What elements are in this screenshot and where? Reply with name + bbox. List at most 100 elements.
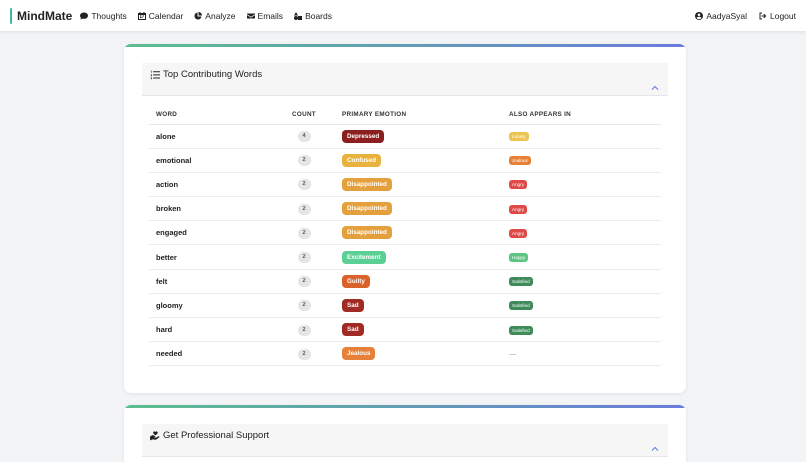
count-cell: 2 [273, 220, 335, 246]
also-emotion-badge: Satisfied [509, 325, 533, 335]
count-cell: 4 [273, 124, 335, 149]
top-navbar: MindMate Thoughts Calendar Analyze Email… [0, 0, 806, 32]
col-count[interactable]: COUNT [273, 106, 335, 125]
table-row: alone 4 Depressed Lonely [149, 124, 661, 149]
word-cell: needed [149, 341, 273, 367]
count-cell: 2 [273, 341, 335, 367]
primary-cell: Guilty [335, 269, 502, 294]
brand-name: MindMate [17, 8, 73, 23]
chevron-up-icon[interactable] [651, 445, 659, 453]
also-emotion-badge: Happy [509, 253, 529, 263]
count-cell: 2 [273, 172, 335, 198]
primary-emotion-badge: Sad [342, 323, 364, 337]
brand-accent-bar [10, 7, 12, 24]
primary-emotion-badge: Disappointed [342, 202, 392, 216]
also-cell: Jealous [502, 148, 661, 173]
primary-cell: Sad [335, 293, 502, 319]
pie-chart-icon [194, 11, 203, 20]
primary-emotion-badge: Jealous [342, 347, 376, 361]
top-words-card: Top Contributing Words WORD COUNT PRIMAR… [124, 44, 686, 393]
card-accent-bar [124, 405, 686, 408]
support-title: Get Professional Support [163, 430, 270, 441]
primary-emotion-badge: Guilty [342, 274, 370, 288]
word-cell: felt [149, 269, 273, 294]
also-cell: Angry [502, 172, 661, 198]
count-pill: 2 [297, 276, 311, 288]
primary-emotion-badge: Sad [342, 298, 364, 312]
count-pill: 2 [297, 155, 311, 167]
word-cell: broken [149, 196, 273, 222]
count-pill: 4 [297, 131, 311, 143]
support-header[interactable]: Get Professional Support [142, 424, 668, 457]
table-row: gloomy 2 Sad Satisfied [149, 293, 661, 319]
nav-user-area: AadyaSyal Logout [683, 11, 796, 21]
also-emotion-badge: Angry [509, 228, 528, 238]
word-cell: gloomy [149, 293, 273, 319]
chevron-up-icon[interactable] [651, 84, 659, 92]
count-pill: 2 [297, 300, 311, 312]
also-cell: — [502, 341, 661, 367]
nav-emails-label: Emails [257, 10, 284, 21]
table-header-row: WORD COUNT PRIMARY EMOTION ALSO APPEARS … [149, 106, 661, 125]
table-row: felt 2 Guilty Satisfied [149, 269, 661, 294]
primary-emotion-badge: Excitement [342, 250, 386, 264]
also-cell: Lonely [502, 124, 661, 149]
primary-cell: Confused [335, 148, 502, 173]
nav-analyze[interactable]: Analyze [194, 11, 236, 21]
also-cell: Satisfied [502, 293, 661, 319]
primary-emotion-badge: Confused [342, 153, 382, 167]
also-emotion-badge: Lonely [509, 132, 529, 142]
table-row: hard 2 Sad Satisfied [149, 317, 661, 343]
count-pill: 2 [297, 252, 311, 264]
count-pill: 2 [297, 348, 311, 360]
col-word[interactable]: WORD [149, 106, 273, 125]
primary-emotion-badge: Disappointed [342, 226, 392, 240]
nav-username: AadyaSyal [706, 10, 747, 21]
count-pill: 2 [297, 227, 311, 239]
also-cell: Happy [502, 244, 661, 270]
primary-cell: Depressed [335, 124, 502, 149]
count-cell: 2 [273, 244, 335, 270]
hand-holding-heart-icon [150, 430, 160, 440]
primary-cell: Sad [335, 317, 502, 343]
primary-emotion-badge: Depressed [342, 129, 385, 143]
nav-emails[interactable]: Emails [246, 10, 284, 21]
word-cell: better [149, 244, 273, 270]
list-ol-icon [150, 70, 160, 79]
primary-emotion-badge: Disappointed [342, 177, 392, 191]
word-cell: alone [149, 124, 273, 149]
shapes-icon [294, 11, 303, 20]
nav-boards[interactable]: Boards [294, 11, 332, 21]
also-emotion-badge: Angry [509, 204, 528, 214]
logout-icon [759, 12, 767, 19]
nav-thoughts[interactable]: Thoughts [80, 10, 127, 21]
count-cell: 2 [273, 148, 335, 173]
count-cell: 2 [273, 317, 335, 343]
support-card: Get Professional Support [124, 405, 686, 462]
primary-cell: Jealous [335, 341, 502, 367]
also-cell: Angry [502, 196, 661, 222]
word-cell: action [149, 172, 273, 198]
brand-logo[interactable]: MindMate [10, 7, 73, 24]
primary-cell: Disappointed [335, 172, 502, 198]
nav-user-profile[interactable]: AadyaSyal [695, 11, 747, 21]
top-words-header[interactable]: Top Contributing Words [142, 63, 668, 96]
count-pill: 2 [297, 179, 311, 191]
also-emotion-badge: Satisfied [509, 277, 533, 287]
nav-calendar-label: Calendar [148, 10, 184, 21]
count-cell: 2 [273, 293, 335, 319]
support-title-wrap: Get Professional Support [150, 424, 660, 441]
col-also-appears[interactable]: ALSO APPEARS IN [502, 106, 661, 125]
nav-thoughts-label: Thoughts [91, 10, 127, 21]
user-circle-icon [695, 11, 704, 20]
col-primary-emotion[interactable]: PRIMARY EMOTION [335, 106, 502, 125]
also-cell: Satisfied [502, 317, 661, 343]
comment-icon [80, 12, 89, 19]
top-words-title-wrap: Top Contributing Words [150, 63, 660, 80]
also-emotion-badge: Jealous [509, 156, 531, 166]
nav-calendar[interactable]: Calendar [137, 10, 184, 21]
calendar-icon [137, 11, 146, 20]
nav-boards-label: Boards [305, 10, 332, 21]
count-cell: 2 [273, 269, 335, 294]
nav-logout[interactable]: Logout [759, 11, 796, 21]
